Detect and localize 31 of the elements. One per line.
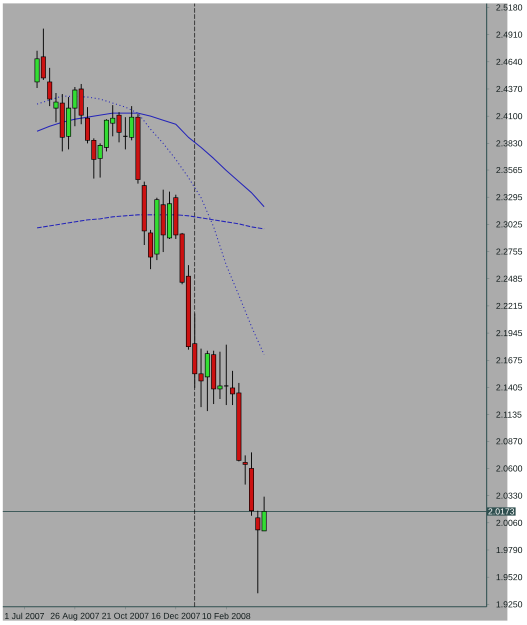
y-tick-label: 2.3295 <box>496 194 522 200</box>
x-tick-label: 26 Aug 2007 <box>50 612 100 621</box>
x-tick-label: 21 Oct 2007 <box>102 612 149 619</box>
y-tick-label: 2.4100 <box>496 113 522 120</box>
y-tick-label: 2.2755 <box>496 248 522 255</box>
y-tick-label: 1.9520 <box>496 574 522 580</box>
y-tick-label: 2.4640 <box>496 58 522 65</box>
ref-line-label: 2.0173 <box>488 508 514 515</box>
y-tick-label: 1.9250 <box>496 601 522 608</box>
candlestick <box>47 67 52 107</box>
y-tick-label: 2.1135 <box>496 412 522 418</box>
y-tick-label: 2.0330 <box>496 492 522 499</box>
y-tick-label: 2.0870 <box>496 438 522 444</box>
y-tick-label: 2.3565 <box>496 166 522 174</box>
y-tick-label: 2.3025 <box>496 221 522 228</box>
candlestick <box>242 454 248 486</box>
y-tick-label: 2.3830 <box>496 140 522 146</box>
y-tick-label: 1.9790 <box>496 546 522 554</box>
y-tick-label: 2.1675 <box>496 357 522 364</box>
y-tick-label: 2.1405 <box>496 384 522 391</box>
y-tick-label: 2.5180 <box>496 4 522 11</box>
x-tick-label: 10 Feb 2008 <box>202 612 250 620</box>
x-tick-label: 16 Dec 2007 <box>152 612 200 619</box>
y-tick-label: 2.1945 <box>496 330 522 336</box>
y-tick-label: 2.4910 <box>496 32 522 38</box>
y-tick-label: 2.0600 <box>496 465 522 472</box>
y-tick-label: 2.2485 <box>496 276 522 282</box>
y-tick-label: 2.4370 <box>496 86 522 92</box>
y-tick-label: 2.2215 <box>496 302 522 309</box>
y-tick-label: 2.0060 <box>496 520 522 526</box>
x-tick-label: 1 Jul 2007 <box>5 612 44 620</box>
